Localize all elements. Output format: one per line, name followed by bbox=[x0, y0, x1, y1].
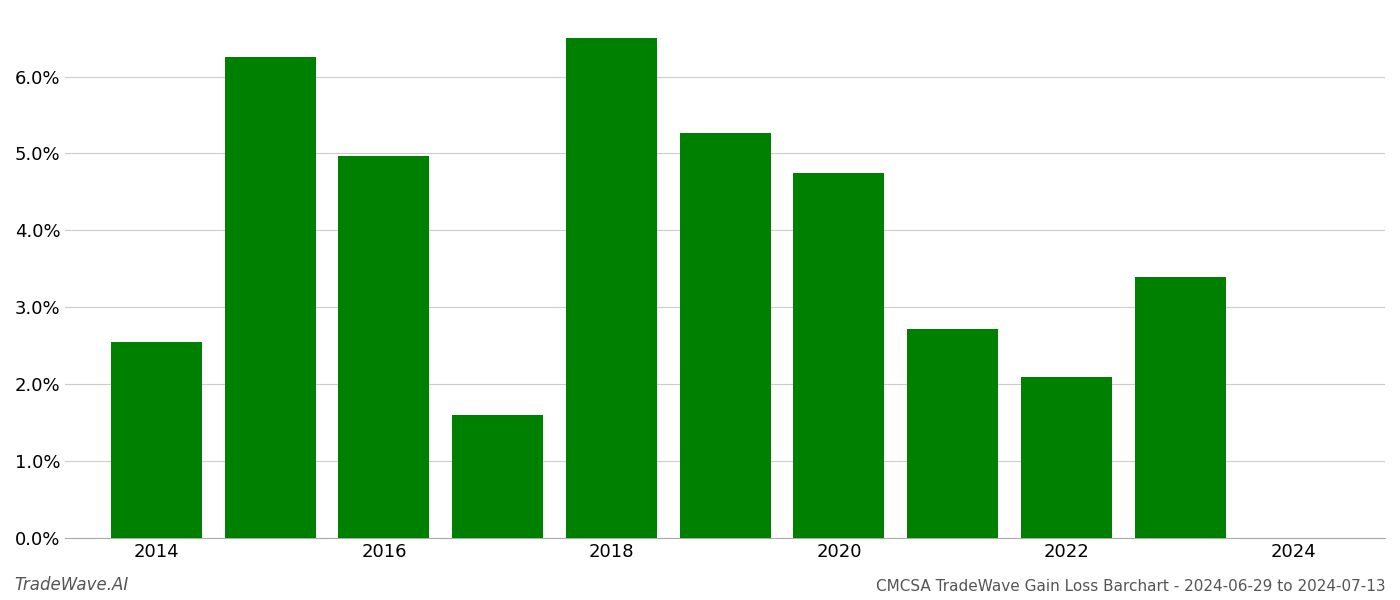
Bar bbox=[452, 415, 543, 538]
Text: CMCSA TradeWave Gain Loss Barchart - 2024-06-29 to 2024-07-13: CMCSA TradeWave Gain Loss Barchart - 202… bbox=[876, 579, 1386, 594]
Bar bbox=[680, 133, 771, 538]
Text: TradeWave.AI: TradeWave.AI bbox=[14, 576, 129, 594]
Bar bbox=[907, 329, 998, 538]
Bar bbox=[1135, 277, 1226, 538]
Bar bbox=[339, 156, 430, 538]
Bar bbox=[794, 173, 885, 538]
Bar bbox=[111, 342, 202, 538]
Bar bbox=[225, 58, 316, 538]
Bar bbox=[1021, 377, 1112, 538]
Bar bbox=[566, 38, 657, 538]
